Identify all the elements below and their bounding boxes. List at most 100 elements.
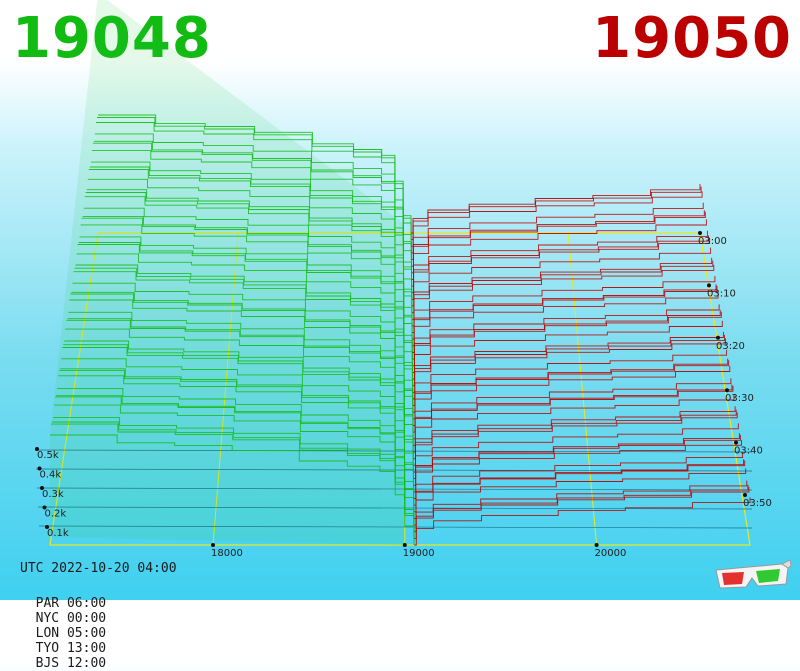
bid-depth-slice [92, 142, 412, 267]
x-tick-dot [402, 543, 407, 547]
y-tick-label: 0.5k [37, 450, 59, 461]
time-tick-dot [707, 283, 711, 288]
bid-depth-slice [68, 311, 414, 426]
ask-depth-slice [411, 202, 704, 254]
ask-depth-slice [412, 264, 715, 320]
time-tick-label: 03:20 [716, 341, 745, 352]
ask-depth-slice [411, 210, 705, 261]
time-tick-label: 03:30 [725, 393, 754, 404]
ask-depth-slice [414, 497, 751, 546]
ask-depth-slice [412, 320, 723, 373]
price-gridline [567, 232, 598, 546]
ask-depth-slice [413, 406, 736, 453]
y-tick-label: 0.4k [40, 470, 62, 481]
bid-depth-slice [97, 117, 412, 240]
bid-depth-slice [79, 236, 413, 353]
bid-depth-slice [51, 423, 415, 539]
bid-depth-slice [96, 122, 412, 247]
ask-depth-slice [414, 459, 745, 506]
depth-gridline [34, 449, 753, 453]
ask-price: 19050 [592, 6, 792, 71]
bid-depth-slice [83, 207, 413, 326]
ask-depth-slice [413, 423, 739, 473]
y-tick-label: 0.1k [47, 528, 69, 539]
ask-depth-slice [411, 237, 711, 294]
time-tick-dot [725, 388, 729, 393]
bid-depth-slice [58, 375, 414, 492]
time-tick-dot [698, 231, 702, 235]
ask-depth-slice [414, 486, 750, 539]
ask-depth-slice [412, 260, 714, 314]
ask-depth-slice [413, 360, 730, 413]
y-tick-label: 0.2k [45, 509, 67, 520]
ask-depth-slice [411, 219, 707, 274]
time-tick-label: 03:50 [743, 498, 772, 509]
time-tick-label: 03:10 [707, 288, 736, 299]
bid-depth-slice [52, 421, 415, 532]
ask-depth-slice [412, 331, 724, 380]
bid-depth-slice [81, 217, 413, 340]
ask-depth-slice [413, 434, 741, 486]
bid-depth-slice [61, 358, 414, 472]
ask-depth-slice [412, 338, 726, 393]
ask-depth-slice [413, 358, 729, 407]
bid-depth-slice [66, 319, 414, 439]
ask-depth-slice [411, 191, 703, 247]
ask-depth-slice [413, 378, 732, 426]
bid-depth-slice [91, 150, 412, 273]
bid-depth-slice [64, 340, 414, 453]
ask-depth-slice [413, 412, 738, 466]
bid-depth-slice [53, 417, 415, 526]
x-tick-label: 20000 [595, 548, 627, 559]
ask-depth-slice [414, 484, 749, 533]
x-tick-dot [594, 543, 599, 547]
bid-depth-slice [78, 242, 413, 360]
utc-time: UTC 2022-10-20 04:00 [20, 561, 177, 576]
3d-glasses-icon[interactable] [712, 558, 792, 592]
bid-depth-slice [88, 169, 413, 293]
ask-depth-slice [412, 257, 713, 307]
bid-depth-slice [50, 434, 415, 545]
time-tick-label: 03:00 [698, 236, 727, 247]
clock-new-york: NYC 00:00 [35, 611, 107, 626]
bid-depth-slice [82, 215, 413, 333]
ask-depth-slice [412, 335, 725, 387]
y-tick-dot [40, 486, 44, 490]
world-clocks: PAR 06:00 NYC 00:00 LON 05:00 TYO 13:00 … [20, 581, 132, 671]
ask-depth-slice [411, 230, 708, 280]
bid-depth-slice [73, 271, 414, 393]
ask-depth-slice [414, 460, 746, 513]
ask-depth-slice [411, 235, 709, 287]
bid-depth-slice [70, 293, 414, 413]
bid-depth-series [50, 0, 415, 545]
depth-gridline [36, 487, 753, 491]
bid-depth-slice [65, 328, 414, 446]
ask-depth-slice [412, 311, 722, 367]
ask-depth-slice [413, 409, 737, 460]
y-tick-dot [37, 466, 42, 471]
bid-depth-slice [67, 318, 414, 433]
bid-depth-slice [63, 344, 414, 459]
bid-depth-slice [75, 264, 413, 379]
chart-ticks: 18000 19000 20000 0.1k 0.2k 0.3k 0.4k 0.5k 03:00… [35, 231, 772, 559]
bid-depth-slice [62, 347, 414, 466]
bid-depth-slice [90, 161, 412, 280]
bid-price: 19048 [12, 6, 212, 71]
ask-depth-slice [412, 309, 721, 360]
ask-depth-slice [413, 385, 734, 440]
bid-depth-slice [57, 387, 415, 499]
time-tick-dot [743, 493, 747, 497]
ask-depth-slice [412, 285, 718, 340]
bid-depth-slice [87, 178, 413, 300]
time-tick-dot [734, 440, 738, 445]
ask-depth-slice [414, 468, 747, 519]
ask-depth-slice [412, 247, 712, 300]
ask-depth-slice [413, 384, 733, 433]
clock-tokyo: TYO 13:00 [35, 641, 107, 656]
depth-gridline [37, 506, 753, 510]
bid-depth-slice [72, 282, 414, 399]
x-tick-label: 18000 [211, 548, 243, 559]
y-tick-dot [42, 505, 47, 510]
price-gridline [212, 232, 239, 546]
bid-depth-slice [59, 370, 414, 486]
